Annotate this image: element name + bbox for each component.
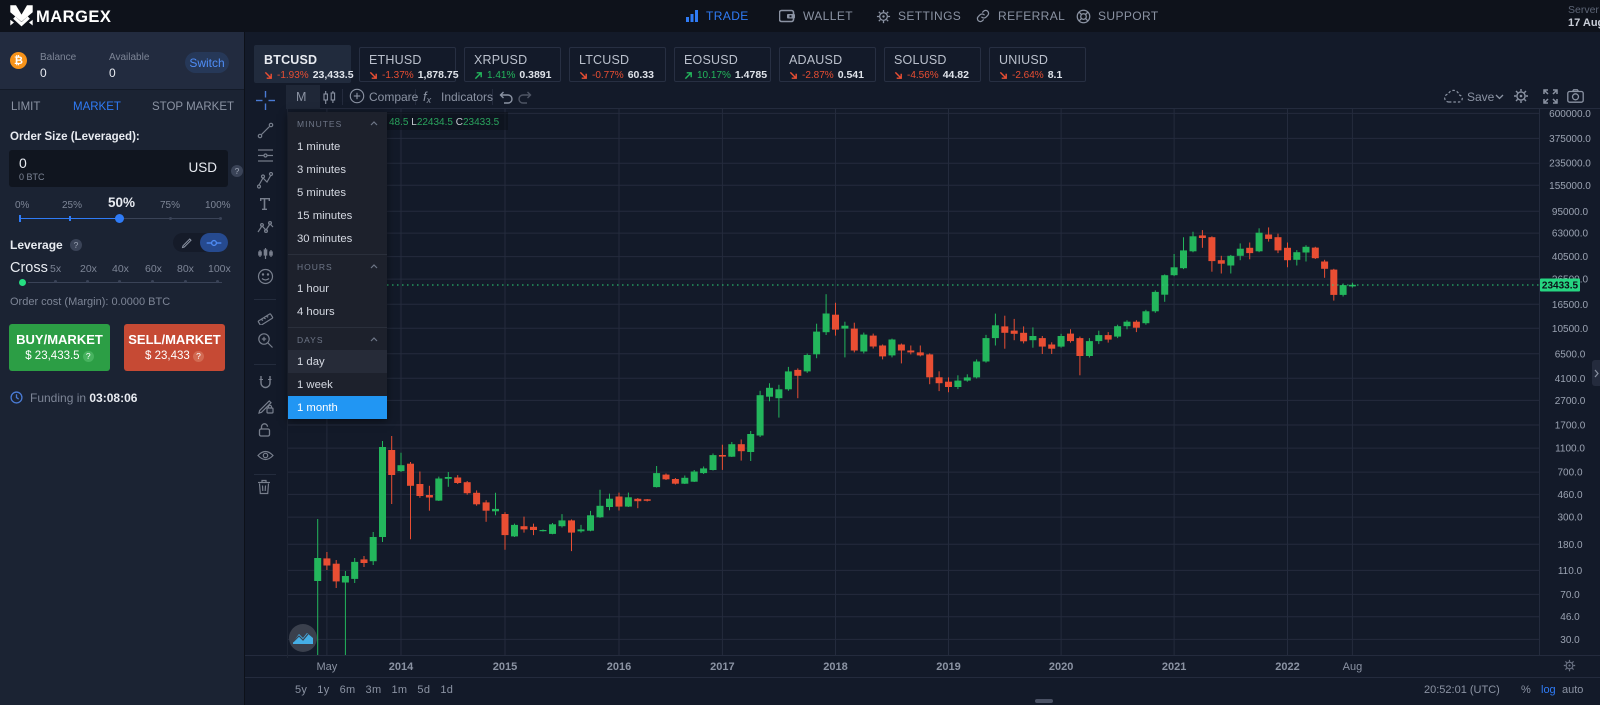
svg-text:May: May — [317, 661, 338, 673]
svg-text:23433.5: 23433.5 — [1542, 281, 1579, 292]
svg-text:2019: 2019 — [936, 661, 960, 673]
svg-text:700.0: 700.0 — [1557, 468, 1582, 479]
svg-text:235000.0: 235000.0 — [1549, 159, 1591, 170]
svg-text:16500.0: 16500.0 — [1552, 300, 1589, 311]
svg-text:110.0: 110.0 — [1558, 566, 1583, 577]
svg-text:300.0: 300.0 — [1557, 513, 1582, 524]
svg-text:Aug: Aug — [1343, 661, 1363, 673]
svg-text:460.0: 460.0 — [1557, 490, 1582, 501]
svg-text:4100.0: 4100.0 — [1555, 374, 1586, 385]
svg-text:2700.0: 2700.0 — [1555, 396, 1586, 407]
svg-text:70.0: 70.0 — [1560, 590, 1580, 601]
svg-text:1700.0: 1700.0 — [1555, 421, 1586, 432]
svg-text:2018: 2018 — [823, 661, 847, 673]
svg-text:2015: 2015 — [493, 661, 517, 673]
svg-text:2016: 2016 — [607, 661, 631, 673]
svg-text:63000.0: 63000.0 — [1552, 229, 1589, 240]
svg-text:2020: 2020 — [1049, 661, 1073, 673]
svg-text:180.0: 180.0 — [1557, 540, 1582, 551]
svg-text:6500.0: 6500.0 — [1555, 349, 1586, 360]
svg-text:1100.0: 1100.0 — [1555, 444, 1585, 455]
svg-text:30.0: 30.0 — [1560, 635, 1580, 646]
svg-text:46.0: 46.0 — [1560, 612, 1580, 623]
svg-text:40500.0: 40500.0 — [1552, 252, 1589, 263]
svg-text:10500.0: 10500.0 — [1552, 324, 1589, 335]
svg-text:375000.0: 375000.0 — [1549, 134, 1591, 145]
svg-text:600000.0: 600000.0 — [1549, 109, 1591, 120]
svg-text:155000.0: 155000.0 — [1549, 181, 1591, 192]
svg-text:2021: 2021 — [1162, 661, 1186, 673]
svg-text:2014: 2014 — [389, 661, 414, 673]
svg-text:2017: 2017 — [710, 661, 734, 673]
svg-text:95000.0: 95000.0 — [1552, 207, 1589, 218]
svg-text:2022: 2022 — [1275, 661, 1299, 673]
